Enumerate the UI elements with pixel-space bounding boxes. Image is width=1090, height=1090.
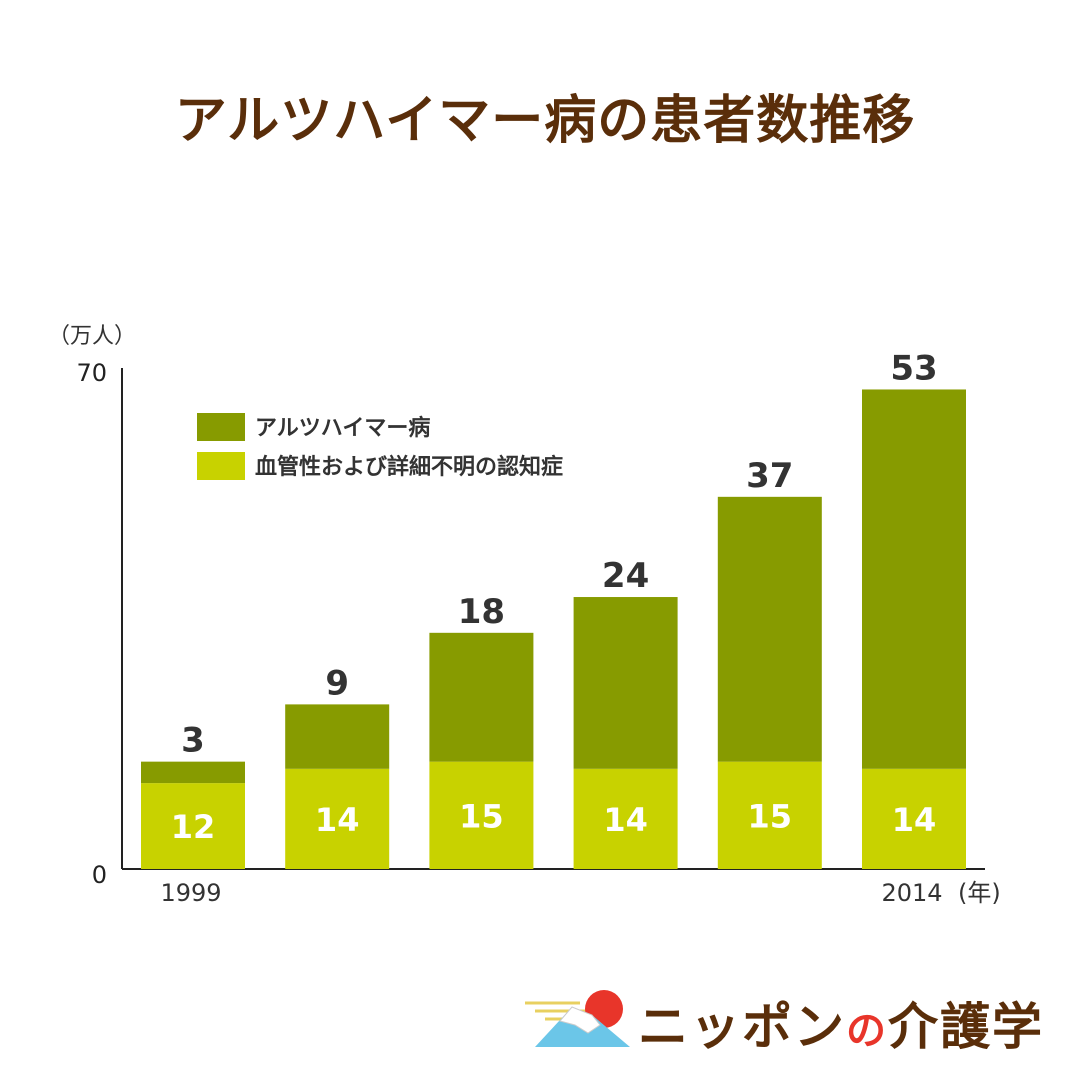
legend-swatch-alzheimer: [197, 413, 245, 441]
data-label-alzheimer: 24: [602, 556, 649, 596]
data-label-vascular: 14: [892, 801, 937, 839]
bar-alzheimer: [285, 704, 390, 769]
mount-fuji-sun-logo-icon: [525, 990, 630, 1047]
bar-vascular: [717, 761, 822, 869]
logo-text-part2: の: [846, 1008, 888, 1054]
data-label-alzheimer: 3: [181, 721, 205, 761]
bar-vascular: [141, 783, 245, 869]
y-tick-label: 0: [92, 861, 107, 889]
bar-alzheimer: [573, 597, 678, 769]
logo-text-part3: 介護学: [888, 998, 1044, 1056]
bar-vascular: [429, 761, 534, 869]
stacked-bar-chart: （万人） 70 0 12 3 14 9 15 18 14 24 15 37 14 53 1999 2014 (年)…: [48, 324, 1001, 907]
bar-vascular: [862, 768, 966, 869]
x-tick-label: 2014: [881, 879, 942, 907]
bar-vascular: [285, 768, 390, 869]
x-tick-label: 1999: [160, 879, 221, 907]
legend-label-vascular: 血管性および詳細不明の認知症: [255, 454, 563, 480]
bar-alzheimer: [429, 632, 534, 762]
data-label-vascular: 15: [748, 797, 793, 835]
logo-text: ニッポンの介護学: [638, 987, 1044, 1059]
bar-alzheimer: [717, 496, 822, 762]
page-title: アルツハイマー病の患者数推移: [174, 91, 916, 151]
bar-vascular: [573, 768, 678, 869]
data-label-alzheimer: 9: [325, 663, 349, 703]
logo: ニッポンの介護学: [520, 985, 1065, 1060]
y-axis-unit: （万人）: [48, 324, 136, 349]
data-label-vascular: 14: [603, 801, 648, 839]
data-label-vascular: 14: [315, 801, 360, 839]
x-axis-unit: (年): [958, 879, 1001, 907]
y-tick-label: 70: [76, 359, 107, 387]
data-label-alzheimer: 37: [746, 456, 793, 496]
logo-text-part1: ニッポン: [638, 998, 846, 1056]
bar-alzheimer: [862, 389, 966, 769]
bar-alzheimer: [141, 761, 245, 784]
legend-label-alzheimer: アルツハイマー病: [255, 415, 430, 441]
data-label-vascular: 15: [459, 797, 504, 835]
data-label-vascular: 12: [171, 808, 216, 846]
legend-swatch-vascular: [197, 452, 245, 480]
data-label-alzheimer: 18: [458, 592, 505, 632]
data-label-alzheimer: 53: [890, 348, 937, 388]
